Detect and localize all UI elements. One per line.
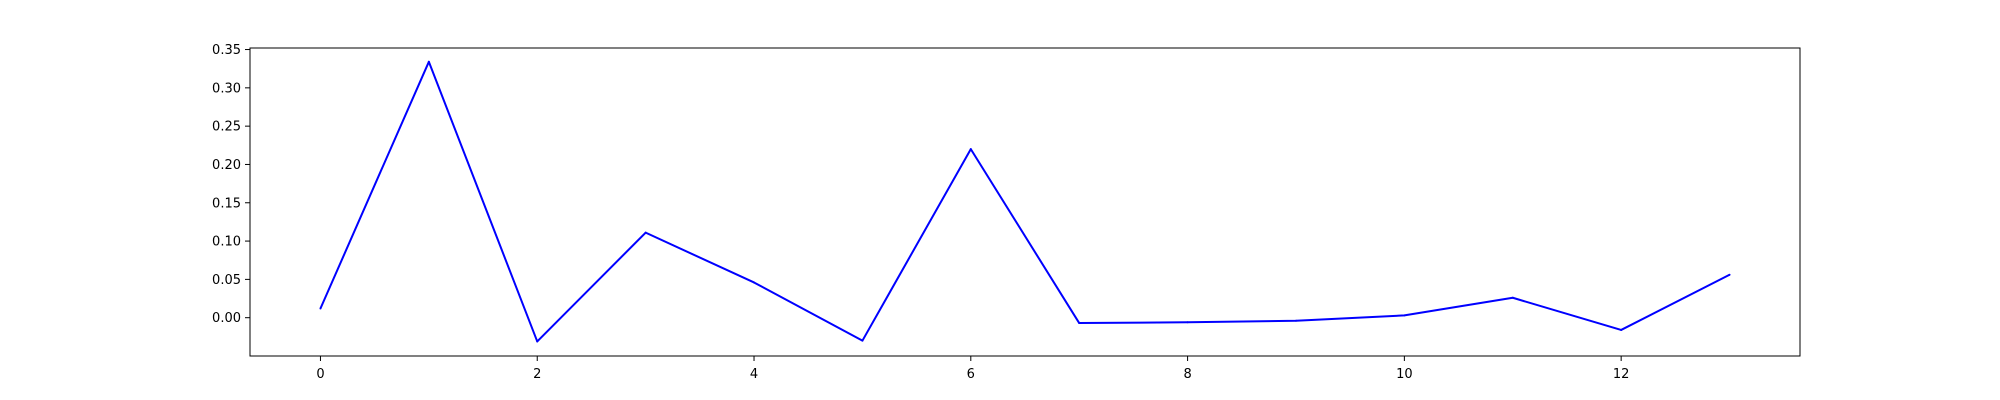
data-point [861,339,864,342]
data-point [1728,273,1731,276]
data-point [1511,296,1514,299]
data-point [1078,322,1081,325]
series-line [319,60,1731,343]
data-point [536,340,539,343]
x-tick-label: 8 [1183,367,1191,382]
x-tick-label: 12 [1613,367,1630,382]
x-tick-label: 2 [533,367,541,382]
x-tick-label: 0 [316,367,324,382]
y-tick-label: 0.05 [212,273,241,288]
data-point [1620,328,1623,331]
x-tick-label: 6 [967,367,975,382]
x-tick-label: 4 [750,367,758,382]
y-tick-label: 0.20 [212,158,241,173]
data-point [427,60,430,63]
data-point [969,148,972,151]
y-tick-label: 0.10 [212,235,241,250]
data-point [1186,321,1189,324]
data-point [644,231,647,234]
plot-frame [249,47,1801,357]
data-point [1294,319,1297,322]
data-point [753,281,756,284]
y-tick-label: 0.30 [212,81,241,96]
x-tick-label: 10 [1396,367,1413,382]
data-point [1403,314,1406,317]
y-tick-label: 0.25 [212,120,241,135]
y-tick-label: 0.15 [212,196,241,211]
y-tick-label: 0.35 [212,43,241,58]
plot-area [250,48,1800,356]
data-point [319,307,322,310]
y-tick-label: 0.00 [212,311,241,326]
series-layer [319,60,1731,343]
y-axis: 0.00 0.05 0.10 0.15 0.20 0.25 0.30 0.35 [212,43,250,326]
x-axis: 0 2 4 6 8 10 12 [316,356,1629,382]
